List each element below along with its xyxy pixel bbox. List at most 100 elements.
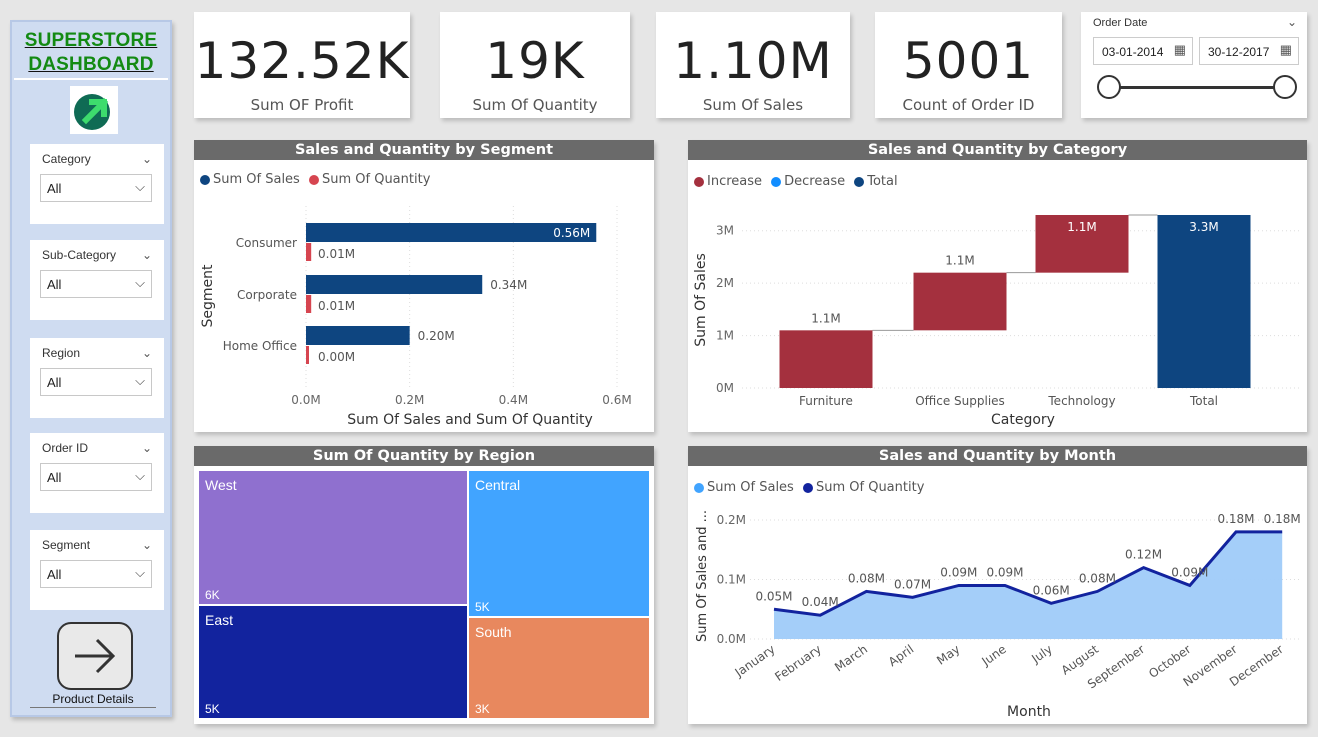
segment-dropdown[interactable]: All ⌵ [40,560,152,588]
kpi-value: 132.52K [194,32,410,90]
month-tick-label: March [832,642,870,674]
start-date-value: 03-01-2014 [1102,45,1163,59]
dropdown-value: All [47,181,61,196]
tile-name: Central [475,477,520,493]
arrow-right-icon [59,624,131,688]
sales-data-label: 0.56M [553,226,590,240]
waterfall-bar [914,273,1007,331]
month-tick-label: January [732,642,778,680]
kpi-label: Count of Order ID [875,96,1062,114]
calendar-icon[interactable]: ▦ [1174,42,1186,58]
x-tick-label: 0.0M [291,393,320,407]
treemap-tile-central[interactable]: Central 5K [469,471,649,616]
kpi-value: 19K [440,32,630,90]
chevron-down-icon: ⌵ [135,276,145,291]
start-slider-handle[interactable] [1097,75,1121,99]
start-date-input[interactable]: 03-01-2014 ▦ [1093,37,1193,65]
category-label: Home Office [223,339,297,353]
kpi-card-order-count: 5001 Count of Order ID [875,12,1062,118]
treemap-tile-east[interactable]: East 5K [199,606,467,718]
chevron-down-icon: ⌵ [135,566,145,581]
y-tick-label: 0.2M [717,513,746,527]
month-data-label: 0.06M [1033,583,1070,597]
x-tick-label: 0.6M [602,393,631,407]
tile-value: 3K [475,702,490,716]
segment-slicer: Segment ⌄ All ⌵ [30,530,164,610]
region-chart-visual: Sum Of Quantity by Region West 6K East 5… [194,446,654,724]
chevron-down-icon[interactable]: ⌄ [142,152,152,166]
month-data-label: 0.04M [802,595,839,609]
tile-value: 6K [205,588,220,602]
kpi-value: 5001 [875,32,1062,90]
region-slicer: Region ⌄ All ⌵ [30,338,164,418]
dropdown-value: All [47,567,61,582]
sales-bar [306,275,482,294]
treemap-tile-south[interactable]: South 3K [469,618,649,718]
category-label: Consumer [236,236,297,250]
waterfall-data-label: 1.1M [811,311,840,325]
month-chart-visual: Sales and Quantity by Month Sum Of Sales… [688,446,1307,724]
category-tick-label: Total [1189,394,1218,408]
end-date-input[interactable]: 30-12-2017 ▦ [1199,37,1299,65]
region-dropdown[interactable]: All ⌵ [40,368,152,396]
quantity-data-label: 0.00M [318,350,355,364]
calendar-icon[interactable]: ▦ [1280,42,1292,58]
month-data-label: 0.09M [940,565,977,579]
month-data-label: 0.18M [1217,512,1254,526]
end-slider-handle[interactable] [1273,75,1297,99]
y-axis-title: Sum Of Sales [693,253,709,347]
category-slicer: Category ⌄ All ⌵ [30,144,164,224]
month-data-label: 0.08M [1079,571,1116,585]
segment-bar-chart: 0.0M 0.2M 0.4M 0.6MConsumer0.56M0.01MCorpor… [194,140,654,432]
dropdown-value: All [47,277,61,292]
chevron-down-icon[interactable]: ⌄ [142,346,152,360]
category-waterfall-chart: 0M 1M 2M 3M 1.1M Furniture 1.1M Office Supplies… [688,140,1307,432]
kpi-card-quantity: 19K Sum Of Quantity [440,12,630,118]
dashboard-title-line1: SUPERSTORE [12,30,170,52]
date-range-track [1107,86,1285,89]
tile-value: 5K [205,702,220,716]
month-data-label: 0.18M [1264,512,1301,526]
x-axis-title: Sum Of Sales and Sum Of Quantity [347,412,593,428]
product-details-label[interactable]: Product Details [30,692,156,708]
segment-chart-visual: Sales and Quantity by Segment Sum Of Sal… [194,140,654,432]
month-tick-label: July [1028,642,1055,666]
treemap-tile-west[interactable]: West 6K [199,471,467,604]
arrow-up-right-logo-icon [70,86,118,134]
month-data-label: 0.07M [894,577,931,591]
month-data-label: 0.12M [1125,548,1162,562]
chevron-down-icon[interactable]: ⌄ [1287,15,1297,29]
month-tick-label: June [978,642,1008,669]
chevron-down-icon[interactable]: ⌄ [142,248,152,262]
order-id-dropdown[interactable]: All ⌵ [40,463,152,491]
category-tick-label: Office Supplies [915,394,1005,408]
tile-name: West [205,477,237,493]
tile-name: East [205,612,233,628]
slicer-title: Order ID [42,441,88,455]
kpi-card-profit: 132.52K Sum OF Profit [194,12,410,118]
sub-category-dropdown[interactable]: All ⌵ [40,270,152,298]
slicer-title: Segment [42,538,90,552]
product-details-nav-button[interactable] [57,622,133,690]
category-dropdown[interactable]: All ⌵ [40,174,152,202]
month-tick-label: February [772,642,824,684]
kpi-label: Sum OF Profit [194,96,410,114]
order-id-slicer: Order ID ⌄ All ⌵ [30,433,164,513]
dropdown-value: All [47,470,61,485]
month-area-chart: 0.0M0.1M0.2M0.05MJanuary0.04MFebruary0.0… [688,446,1307,724]
y-tick-label: 3M [716,224,734,238]
y-tick-label: 0.0M [717,632,746,646]
slicer-title: Category [42,152,91,166]
sales-data-label: 0.20M [418,329,455,343]
sales-area [774,532,1282,639]
x-axis-title: Category [991,412,1055,428]
kpi-label: Sum Of Sales [656,96,850,114]
slicer-title: Region [42,346,80,360]
y-tick-label: 0M [716,381,734,395]
kpi-label: Sum Of Quantity [440,96,630,114]
chevron-down-icon[interactable]: ⌄ [142,441,152,455]
chevron-down-icon[interactable]: ⌄ [142,538,152,552]
sales-data-label: 0.34M [490,278,527,292]
waterfall-bar [780,330,873,388]
waterfall-data-label: 1.1M [945,254,974,268]
